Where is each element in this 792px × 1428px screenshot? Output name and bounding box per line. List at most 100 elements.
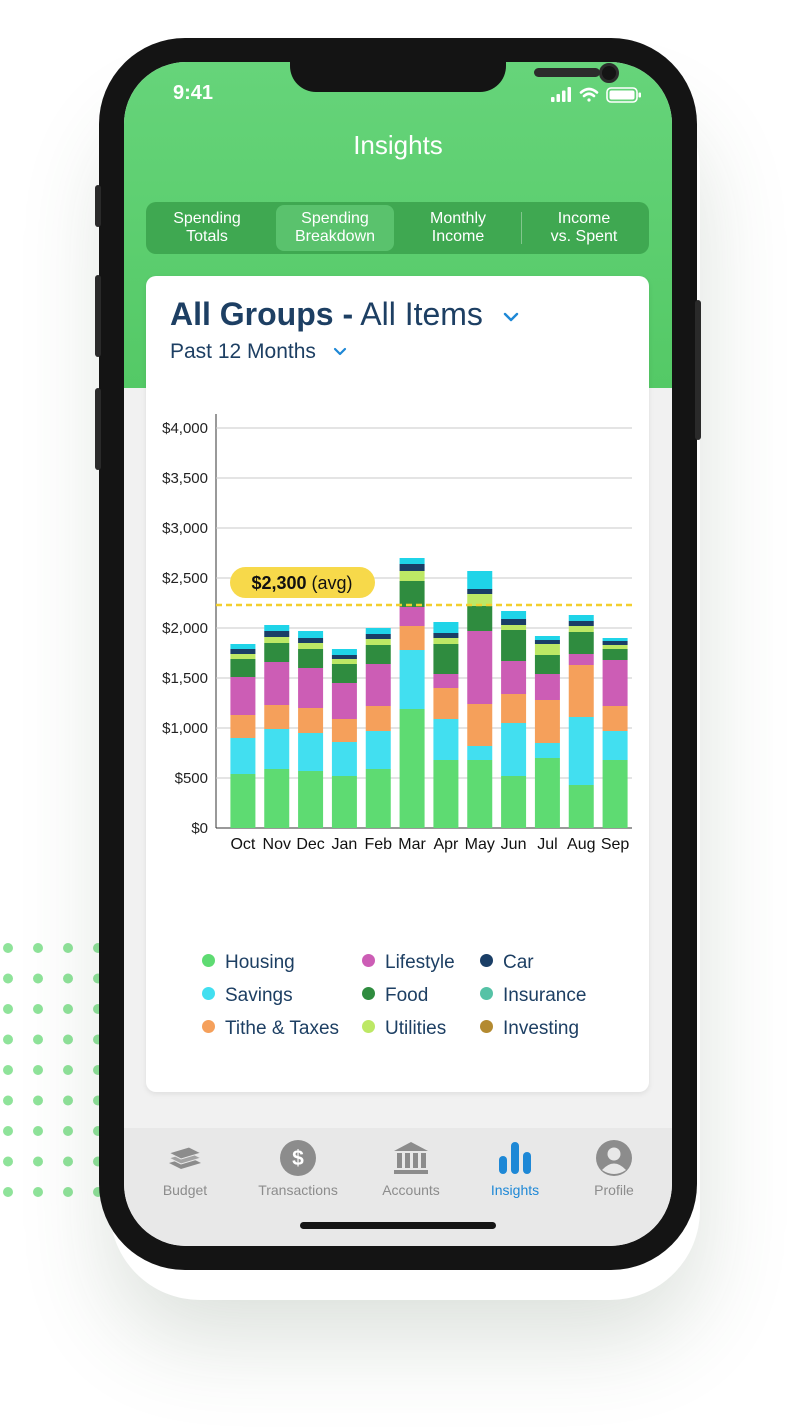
bar-segment <box>298 631 324 638</box>
front-camera <box>599 63 619 83</box>
segment-divider <box>521 212 522 244</box>
bar-segment <box>467 746 493 760</box>
bar-segment <box>399 709 425 828</box>
bar-segment <box>264 625 290 631</box>
legend-item: Utilities <box>362 1018 446 1040</box>
group-filter-dropdown[interactable]: All Groups - All Items <box>170 296 520 333</box>
bar-segment <box>365 628 391 634</box>
bar-segment <box>501 611 527 619</box>
status-time: 9:41 <box>173 82 214 104</box>
chevron-down-icon <box>503 312 519 321</box>
bar-segment <box>399 564 425 571</box>
bar-segment <box>602 638 628 641</box>
bar-segment <box>501 661 527 694</box>
bottom-tab-bar: Budget $ Transactions Accounts <box>124 1128 672 1246</box>
volume-up-button <box>95 275 101 357</box>
bar-segment <box>568 665 594 717</box>
bar-segment <box>602 706 628 731</box>
y-tick-label: $500 <box>175 770 208 787</box>
bar-segment <box>331 649 357 655</box>
x-tick-label: Sep <box>601 836 630 853</box>
legend-label: Tithe & Taxes <box>225 1018 340 1039</box>
average-label: $2,300 (avg) <box>251 573 352 593</box>
x-tick-label: Aug <box>567 836 595 853</box>
y-tick-label: $2,000 <box>162 620 208 637</box>
power-button <box>695 300 701 440</box>
legend-swatch <box>480 954 493 968</box>
segment-monthly-income[interactable]: Monthly Income <box>429 210 487 245</box>
bar-segment <box>602 641 628 645</box>
bar-segment <box>230 774 256 828</box>
y-tick-label: $0 <box>191 820 208 837</box>
legend-swatch <box>480 987 493 1001</box>
legend-item: Investing <box>480 1018 579 1040</box>
legend-item: Food <box>362 985 428 1007</box>
bar-segment <box>365 639 391 645</box>
page-title: Insights <box>353 130 443 160</box>
dollar-icon: $ <box>280 1140 316 1176</box>
bar-segment <box>534 700 560 743</box>
bar-segment <box>433 633 459 638</box>
bar-segment <box>501 723 527 776</box>
home-indicator[interactable] <box>300 1222 496 1229</box>
x-tick-label: Jan <box>332 836 358 853</box>
bar-segment <box>264 637 290 643</box>
legend-item: Housing <box>202 952 295 974</box>
tab-accounts[interactable]: Accounts <box>361 1138 461 1198</box>
svg-text:$: $ <box>292 1147 304 1170</box>
bar-segment <box>264 662 290 705</box>
bar-segment <box>298 771 324 828</box>
bar-segment <box>230 738 256 774</box>
bar-segment <box>602 660 628 706</box>
tab-insights[interactable]: Insights <box>465 1138 565 1198</box>
bar-segment <box>264 705 290 729</box>
bar-segment <box>501 625 527 630</box>
bar-segment <box>331 776 357 828</box>
bar-segment <box>568 626 594 632</box>
x-tick-label: Jul <box>537 836 557 853</box>
x-tick-label: Apr <box>433 836 459 853</box>
volume-down-button <box>95 388 101 470</box>
bar-segment <box>467 631 493 704</box>
bar-segment <box>399 581 425 607</box>
bar-segment <box>331 683 357 719</box>
period-filter-dropdown[interactable]: Past 12 Months <box>170 340 348 364</box>
breakdown-card: All Groups - All Items Past 12 Months $0… <box>146 276 649 1092</box>
bar-segment <box>602 760 628 828</box>
bar-segment <box>230 715 256 738</box>
bar-segment <box>501 694 527 723</box>
legend-item: Tithe & Taxes <box>202 1018 339 1040</box>
legend-item: Car <box>480 952 534 974</box>
y-tick-label: $1,000 <box>162 720 208 737</box>
budget-icon <box>167 1146 203 1169</box>
signal-icon <box>551 87 571 102</box>
legend-swatch <box>202 954 215 968</box>
average-suffix: (avg) <box>312 573 353 593</box>
legend-label: Investing <box>503 1018 580 1039</box>
segment-income-vs-spent[interactable]: Income vs. Spent <box>550 210 618 245</box>
legend-label: Savings <box>225 985 293 1006</box>
tab-profile[interactable]: Profile <box>564 1138 664 1198</box>
tab-budget[interactable]: Budget <box>135 1138 235 1198</box>
legend-label: Food <box>385 985 429 1006</box>
status-icons <box>551 87 641 103</box>
bar-segment <box>399 626 425 650</box>
bar-segment <box>298 638 324 643</box>
bar-segment <box>365 634 391 639</box>
bar-segment <box>534 758 560 828</box>
bar-segment <box>298 668 324 708</box>
segment-spending-totals[interactable]: Spending Totals <box>173 210 241 245</box>
bar-segment <box>298 733 324 771</box>
bar-segment <box>399 571 425 581</box>
y-tick-label: $4,000 <box>162 420 208 437</box>
bar-segment <box>501 630 527 661</box>
tab-label: Accounts <box>382 1182 440 1198</box>
segment-spending-breakdown[interactable]: Spending Breakdown <box>276 205 394 251</box>
bar-segment <box>568 632 594 654</box>
bar-segment <box>365 645 391 664</box>
tab-transactions[interactable]: $ Transactions <box>248 1138 348 1198</box>
bar-segment <box>264 729 290 769</box>
bar-segment <box>501 619 527 625</box>
tab-label: Profile <box>594 1182 634 1198</box>
bar-segment <box>467 571 493 589</box>
